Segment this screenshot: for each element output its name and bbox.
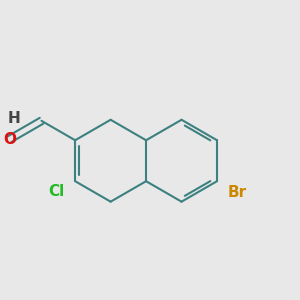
Text: Cl: Cl [49, 184, 65, 200]
Text: Br: Br [228, 185, 247, 200]
Text: H: H [8, 111, 20, 126]
Text: O: O [3, 132, 16, 147]
